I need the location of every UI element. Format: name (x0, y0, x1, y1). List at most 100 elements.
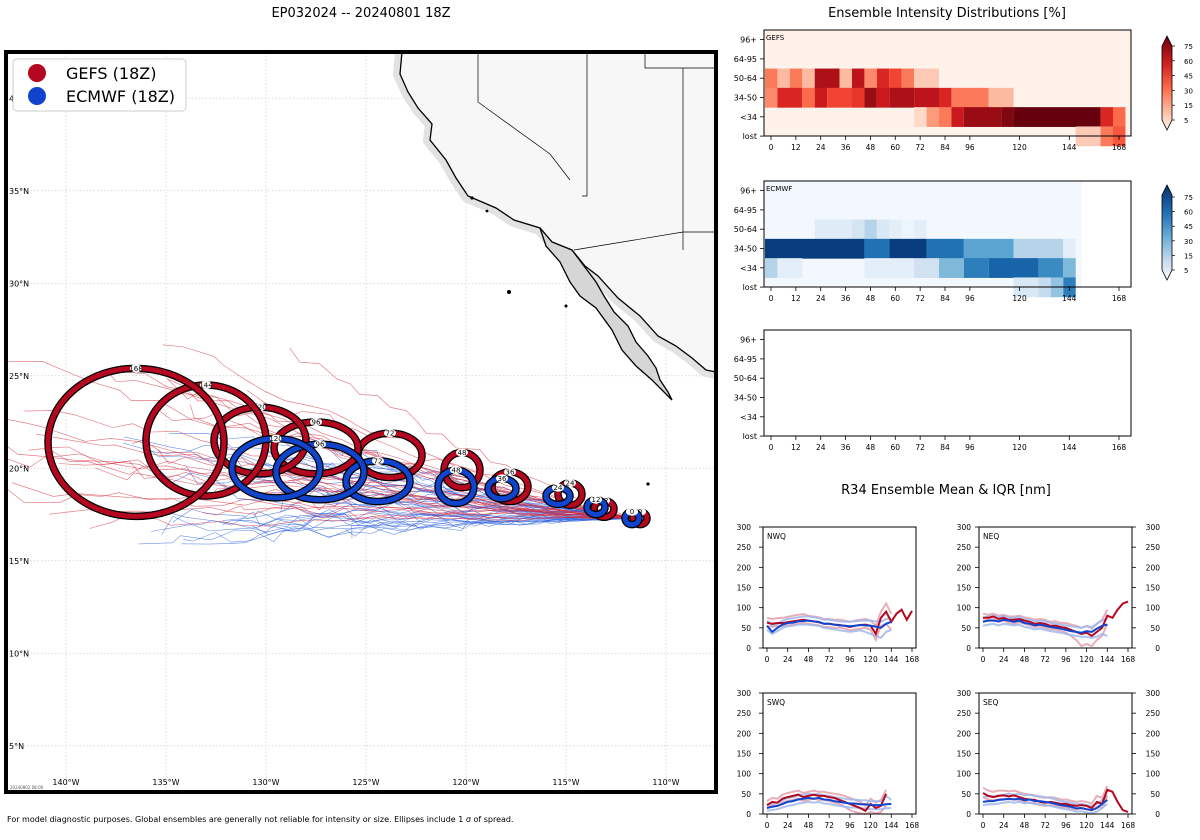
y-tick-label: 50 (1150, 624, 1160, 633)
y-tick-label: 0 (746, 644, 751, 653)
ecmwf-hour-label-bg (270, 434, 282, 443)
x-tick-label: 120 (863, 655, 878, 664)
gefs-hour-label-bg (564, 479, 576, 488)
heatmap-cell (1063, 258, 1076, 278)
land-baja (539, 227, 673, 401)
gefs-hour-label: 168 (129, 365, 142, 373)
y-tick-label: 34-50 (734, 245, 757, 254)
x-tick-label: 84 (940, 294, 950, 303)
island (646, 482, 650, 486)
lat-label: 10°N (9, 649, 29, 658)
footnote: For model diagnostic purposes. Global en… (7, 815, 514, 824)
y-tick-label: 200 (1146, 563, 1161, 572)
x-tick-label: 60 (891, 143, 901, 152)
x-tick-label: 24 (816, 294, 826, 303)
gefs-mean-line (766, 793, 888, 813)
heatmap-cell (864, 238, 890, 259)
heatmap-cell (852, 219, 865, 240)
heatmap-cell (914, 68, 939, 89)
gefs-colorbar: 5 15 30 45 60 75 (1161, 35, 1193, 131)
x-tick-label: 0 (765, 655, 770, 664)
heatmap-cell (777, 68, 790, 89)
x-tick-label: 96 (965, 443, 975, 452)
map-title: EP032024 -- 20240801 18Z (271, 6, 450, 21)
ecmwf-hour-label: 72 (374, 457, 383, 465)
y-tick-label: 96+ (740, 336, 757, 345)
heatmap-cell (814, 219, 852, 240)
heatmap-panel-label: GEFS (766, 34, 785, 42)
x-tick-label: 144 (884, 655, 899, 664)
r34-panel-neq: NEQ 0 0 50 50 100 100 150 150 200 200 250 250 300 300 0… (957, 523, 1161, 664)
x-tick-label: 12 (791, 294, 801, 303)
ecmwf-iqr-low (982, 622, 1108, 639)
ecmwf-hour-label: 24 (554, 484, 563, 492)
colorbar-tick-label: 45 (1184, 73, 1193, 81)
lat-label: 15°N (9, 557, 29, 566)
lon-label: 115°W (552, 778, 579, 787)
heatmap-cell (876, 219, 890, 240)
lat-label: 30°N (9, 279, 29, 288)
heatmap-cell (802, 87, 815, 108)
x-tick-label: 144 (1062, 143, 1077, 152)
heatmap-cell (1113, 107, 1126, 127)
heatmap-cell (1100, 107, 1113, 127)
y-tick-label: 96+ (740, 36, 757, 45)
y-tick-label: 50 (741, 624, 751, 633)
lon-label: 110°W (652, 778, 679, 787)
x-tick-label: 36 (841, 294, 851, 303)
x-tick-label: 144 (1062, 443, 1077, 452)
lon-label: 135°W (152, 778, 179, 787)
x-tick-label: 120 (1012, 294, 1027, 303)
heatmap-cell (864, 68, 877, 89)
member-track (131, 439, 639, 519)
x-tick-label: 48 (866, 294, 876, 303)
x-tick-label: 12 (791, 143, 801, 152)
y-tick-label: 64-95 (734, 355, 757, 364)
heatmap-cell (914, 258, 939, 278)
gefs-mean-line (983, 600, 1129, 638)
member-track (28, 446, 639, 519)
r34-title: R34 Ensemble Mean & IQR [nm] (841, 483, 1051, 498)
y-tick-label: 200 (737, 563, 752, 572)
legend-gefs-marker (28, 64, 46, 82)
ecmwf-colorbar-bar (1161, 184, 1173, 281)
gefs-hour-label-bg (504, 467, 516, 476)
ecmwf-mean-line (766, 619, 892, 634)
x-tick-label: 168 (1121, 821, 1136, 830)
x-tick-label: 168 (1112, 443, 1127, 452)
y-tick-label: 200 (957, 563, 972, 572)
y-tick-label: 0 (966, 810, 971, 819)
island (564, 304, 568, 308)
y-tick-label: <34 (740, 113, 757, 122)
map-legend: GEFS (18Z) ECMWF (18Z) (12, 58, 187, 112)
heatmap-cell (914, 87, 939, 108)
y-tick-label: 200 (737, 729, 752, 738)
heatmap-frame (763, 29, 1132, 137)
ecmwf-hour-label: 48 (452, 467, 461, 475)
heatmap-frame (763, 329, 1132, 437)
heatmap-cell (1013, 107, 1101, 127)
heatmap-cell (939, 87, 952, 108)
heatmap-cell (901, 219, 915, 240)
intensity-heatmaps: GEFS 96+ 64-95 50-64 34-50 <34 lost 0 12 24 36 48 60… (734, 29, 1132, 452)
x-tick-label: 24 (816, 143, 826, 152)
gefs-hour-label-bg (456, 448, 468, 457)
heatmap-cell (889, 68, 902, 89)
gefs-hour-label: 96 (312, 419, 321, 427)
lat-label: 25°N (9, 372, 29, 381)
x-tick-label: 72 (915, 143, 925, 152)
r34-panel-label: SWQ (767, 698, 785, 707)
gefs-hour-label-bg (130, 364, 142, 373)
x-tick-label: 72 (1040, 821, 1050, 830)
land (392, 52, 716, 486)
x-tick-label: 96 (965, 143, 975, 152)
heatmap-cell (789, 68, 803, 89)
x-tick-label: 24 (999, 821, 1009, 830)
gefs-hour-label: 36 (506, 468, 515, 476)
ecmwf-hour-label-bg (626, 507, 638, 516)
y-tick-label: 0 (746, 810, 751, 819)
heatmap-cell (839, 68, 852, 89)
gefs-hour-label-bg (384, 429, 396, 438)
heatmap-cell (988, 258, 1039, 278)
member-track (172, 507, 639, 523)
